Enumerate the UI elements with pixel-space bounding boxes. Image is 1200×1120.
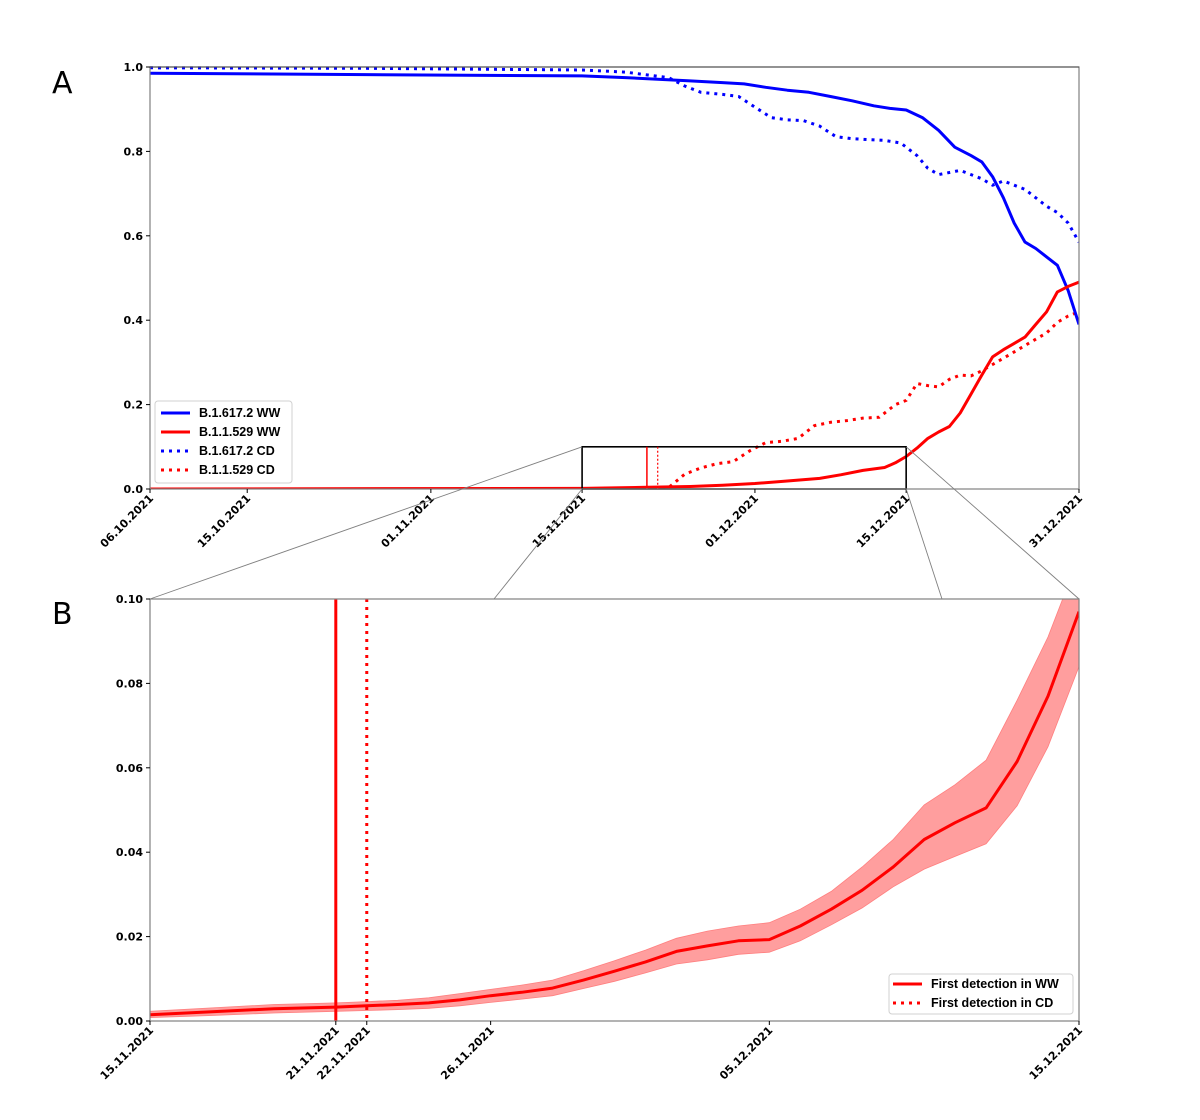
a-xtick-label: 15.11.2021 (530, 492, 588, 550)
panel-b-axes (149, 598, 1080, 1022)
a-xtick-label: 15.10.2021 (195, 492, 253, 550)
legend-b-label-1: First detection in CD (931, 996, 1053, 1010)
legend-a-label-3: B.1.1.529 CD (199, 463, 275, 477)
panel-label-b: B (52, 597, 73, 632)
panel-b-frame (149, 598, 1080, 1022)
legend-panel-b: First detection in WW First detection in… (888, 973, 1074, 1015)
legend-panel-a: B.1.617.2 WW B.1.1.529 WW B.1.617.2 CD B… (154, 400, 293, 484)
panel-b-confidence-band (150, 599, 1079, 1019)
b-ytick-label: 0.08 (116, 677, 143, 690)
a-xtick-label: 06.10.2021 (98, 492, 156, 550)
panel-b-y-ticks: 0.00 0.02 0.04 0.06 0.08 0.10 (116, 593, 150, 1028)
b-xtick-label: 15.12.2021 (1027, 1024, 1085, 1082)
b-ytick-label: 0.02 (116, 931, 143, 944)
panel-a-y-ticks: 0.0 0.2 0.4 0.6 0.8 1.0 (124, 61, 150, 496)
a-ytick-label: 0.0 (124, 483, 144, 496)
connector-bottom-left (493, 488, 583, 600)
zoom-connectors (149, 446, 1080, 600)
panel-b-detection-lines (334, 599, 369, 1021)
a-xtick-label: 31.12.2021 (1027, 492, 1085, 550)
a-ytick-label: 0.6 (124, 230, 144, 243)
a-ytick-label: 0.2 (124, 399, 144, 412)
a-ytick-label: 0.8 (124, 145, 144, 158)
b-ytick-label: 0.10 (116, 593, 143, 606)
b-xtick-label: 05.12.2021 (717, 1024, 775, 1082)
a-ytick-label: 1.0 (124, 61, 144, 74)
legend-a-label-1: B.1.1.529 WW (199, 425, 280, 439)
series-line-b-1-617-2-cd (150, 66, 1079, 243)
series-line-b-1-1-529-ww (150, 280, 1079, 489)
panel-label-a: A (52, 66, 73, 101)
legend-a-label-2: B.1.617.2 CD (199, 444, 275, 458)
panel-b-series (150, 611, 1079, 1017)
panel-a-x-ticks: 06.10.2021 15.10.2021 01.11.2021 15.11.2021… (98, 489, 1085, 550)
series-line-b-1-617-2-ww (150, 71, 1079, 325)
connector-bottom-right (905, 488, 943, 600)
panel-a-series (150, 66, 1079, 489)
b-ytick-label: 0.06 (116, 762, 143, 775)
b-xtick-label: 26.11.2021 (438, 1024, 496, 1082)
a-ytick-label: 0.4 (124, 314, 144, 327)
b-ytick-label: 0.00 (116, 1015, 143, 1028)
connector-top-right (905, 446, 1080, 600)
b-xtick-label: 15.11.2021 (98, 1024, 156, 1082)
legend-b-label-0: First detection in WW (931, 977, 1059, 991)
legend-a-label-0: B.1.617.2 WW (199, 406, 280, 420)
panel-a-axes (149, 66, 1080, 490)
a-xtick-label: 01.12.2021 (703, 492, 761, 550)
connector-top-left (149, 446, 583, 600)
legend-a-frame (154, 400, 293, 484)
legend-b-frame (888, 973, 1074, 1015)
confidence-band-area (150, 599, 1079, 1019)
a-xtick-label: 15.12.2021 (854, 492, 912, 550)
series-line-b-1-1-529-ww (150, 611, 1079, 1017)
b-ytick-label: 0.04 (116, 846, 143, 859)
